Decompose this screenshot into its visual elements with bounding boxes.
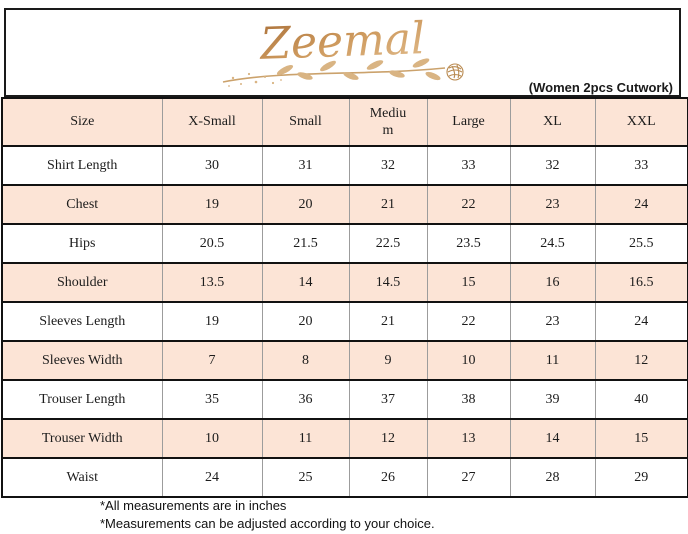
measurement-value: 11 [509, 340, 596, 381]
table-row-hips: Hips 20.5 21.5 22.5 23.5 24.5 25.5 [1, 223, 688, 264]
measurement-value: 13 [426, 418, 511, 459]
size-chart-table: Size X-Small Small Medium Large XL XXL S… [1, 97, 688, 498]
measurement-value: 21 [348, 301, 428, 342]
logo-wrap: Zeemal [6, 10, 679, 95]
measurement-value: 22.5 [348, 223, 428, 264]
row-label: Sleeves Width [1, 340, 163, 381]
note-line: *All measurements are in inches [100, 498, 287, 513]
table-row-waist: Waist 24 25 26 27 28 29 [1, 457, 688, 498]
measurement-value: 15 [594, 418, 688, 459]
measurement-value: 38 [426, 379, 511, 420]
row-label: Trouser Length [1, 379, 163, 420]
measurement-value: 19 [161, 301, 263, 342]
measurement-value: 24 [594, 184, 688, 225]
zeemal-logo: Zeemal [222, 13, 464, 87]
measurement-value: 12 [594, 340, 688, 381]
measurement-value: 30 [161, 145, 263, 186]
column-header-medium: Medium [348, 97, 428, 147]
table-row-shirt-length: Shirt Length 30 31 32 33 32 33 [1, 145, 688, 186]
measurement-value: 25.5 [594, 223, 688, 264]
table-row-shoulder: Shoulder 13.5 14 14.5 15 16 16.5 [1, 262, 688, 303]
floral-branch-icon [222, 58, 464, 87]
measurement-value: 19 [161, 184, 263, 225]
measurement-value: 29 [594, 457, 688, 498]
measurement-value: 35 [161, 379, 263, 420]
table-row-trouser-length: Trouser Length 35 36 37 38 39 40 [1, 379, 688, 420]
brand-header: Zeemal [4, 8, 681, 97]
measurement-value: 27 [426, 457, 511, 498]
measurement-value: 10 [426, 340, 511, 381]
measurement-value: 39 [509, 379, 596, 420]
measurement-value: 21 [348, 184, 428, 225]
measurement-value: 11 [261, 418, 350, 459]
measurement-value: 20.5 [161, 223, 263, 264]
notes: *All measurements are in inches *Measure… [100, 497, 435, 533]
row-label: Sleeves Length [1, 301, 163, 342]
row-label: Shoulder [1, 262, 163, 303]
column-header-xsmall: X-Small [161, 97, 263, 147]
table-row-sleeves-length: Sleeves Length 19 20 21 22 23 24 [1, 301, 688, 342]
measurement-value: 25 [261, 457, 350, 498]
row-label: Trouser Width [1, 418, 163, 459]
measurement-value: 23.5 [426, 223, 511, 264]
row-label: Chest [1, 184, 163, 225]
measurement-value: 33 [426, 145, 511, 186]
measurement-value: 13.5 [161, 262, 263, 303]
measurement-value: 14.5 [348, 262, 428, 303]
measurement-value: 20 [261, 184, 350, 225]
column-header-large: Large [426, 97, 511, 147]
logo-text: Zeemal [257, 13, 425, 70]
measurement-value: 15 [426, 262, 511, 303]
measurement-value: 33 [594, 145, 688, 186]
measurement-value: 14 [509, 418, 596, 459]
note-line: *Measurements can be adjusted according … [100, 516, 435, 531]
measurement-value: 23 [509, 184, 596, 225]
measurement-value: 37 [348, 379, 428, 420]
table-row-trouser-width: Trouser Width 10 11 12 13 14 15 [1, 418, 688, 459]
table-row-chest: Chest 19 20 21 22 23 24 [1, 184, 688, 225]
measurement-value: 22 [426, 301, 511, 342]
row-label: Shirt Length [1, 145, 163, 186]
table-row-sleeves-width: Sleeves Width 7 8 9 10 11 12 [1, 340, 688, 381]
column-header-small: Small [261, 97, 350, 147]
measurement-value: 26 [348, 457, 428, 498]
measurement-value: 16.5 [594, 262, 688, 303]
row-label: Hips [1, 223, 163, 264]
measurement-value: 16 [509, 262, 596, 303]
measurement-value: 31 [261, 145, 350, 186]
measurement-value: 22 [426, 184, 511, 225]
measurement-value: 24 [594, 301, 688, 342]
measurement-value: 40 [594, 379, 688, 420]
row-label: Waist [1, 457, 163, 498]
measurement-value: 12 [348, 418, 428, 459]
column-header-medium-label: Medium [369, 105, 407, 139]
column-header-xl: XL [509, 97, 596, 147]
measurement-value: 21.5 [261, 223, 350, 264]
measurement-value: 32 [509, 145, 596, 186]
measurement-value: 14 [261, 262, 350, 303]
measurement-value: 10 [161, 418, 263, 459]
product-variant-label: (Women 2pcs Cutwork) [528, 80, 673, 95]
measurement-value: 8 [261, 340, 350, 381]
measurement-value: 24.5 [509, 223, 596, 264]
measurement-value: 23 [509, 301, 596, 342]
measurement-value: 28 [509, 457, 596, 498]
measurement-value: 24 [161, 457, 263, 498]
column-header-xxl: XXL [594, 97, 688, 147]
table-header-row: Size X-Small Small Medium Large XL XXL [1, 97, 688, 147]
measurement-value: 36 [261, 379, 350, 420]
measurement-value: 7 [161, 340, 263, 381]
column-header-size: Size [1, 97, 163, 147]
measurement-value: 32 [348, 145, 428, 186]
measurement-value: 20 [261, 301, 350, 342]
measurement-value: 9 [348, 340, 428, 381]
